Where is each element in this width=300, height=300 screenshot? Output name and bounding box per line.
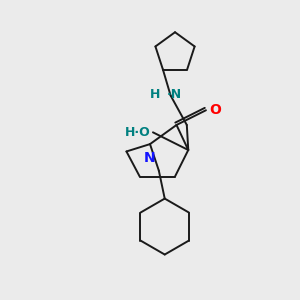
Text: H·O: H·O (125, 126, 151, 139)
Text: ·N: ·N (167, 88, 182, 101)
Text: H: H (150, 88, 160, 101)
Text: N: N (144, 151, 156, 165)
Text: O: O (209, 103, 221, 117)
